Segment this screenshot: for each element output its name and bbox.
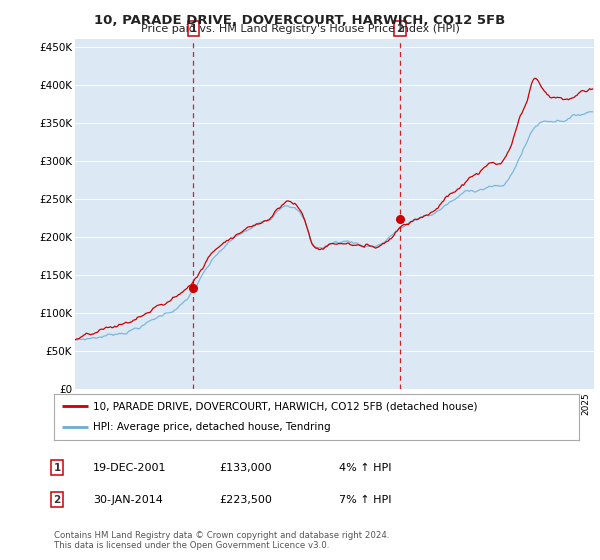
Text: 2: 2 bbox=[53, 494, 61, 505]
Text: 2: 2 bbox=[396, 24, 403, 34]
Text: 19-DEC-2001: 19-DEC-2001 bbox=[93, 463, 167, 473]
Text: 10, PARADE DRIVE, DOVERCOURT, HARWICH, CO12 5FB: 10, PARADE DRIVE, DOVERCOURT, HARWICH, C… bbox=[94, 14, 506, 27]
Text: HPI: Average price, detached house, Tendring: HPI: Average price, detached house, Tend… bbox=[94, 422, 331, 432]
Text: £133,000: £133,000 bbox=[219, 463, 272, 473]
Text: 1: 1 bbox=[190, 24, 197, 34]
Text: 30-JAN-2014: 30-JAN-2014 bbox=[93, 494, 163, 505]
Text: 1: 1 bbox=[53, 463, 61, 473]
Text: £223,500: £223,500 bbox=[219, 494, 272, 505]
Text: Price paid vs. HM Land Registry's House Price Index (HPI): Price paid vs. HM Land Registry's House … bbox=[140, 24, 460, 34]
Text: 10, PARADE DRIVE, DOVERCOURT, HARWICH, CO12 5FB (detached house): 10, PARADE DRIVE, DOVERCOURT, HARWICH, C… bbox=[94, 401, 478, 411]
Text: Contains HM Land Registry data © Crown copyright and database right 2024.
This d: Contains HM Land Registry data © Crown c… bbox=[54, 530, 389, 550]
Text: 4% ↑ HPI: 4% ↑ HPI bbox=[339, 463, 391, 473]
Text: 7% ↑ HPI: 7% ↑ HPI bbox=[339, 494, 391, 505]
